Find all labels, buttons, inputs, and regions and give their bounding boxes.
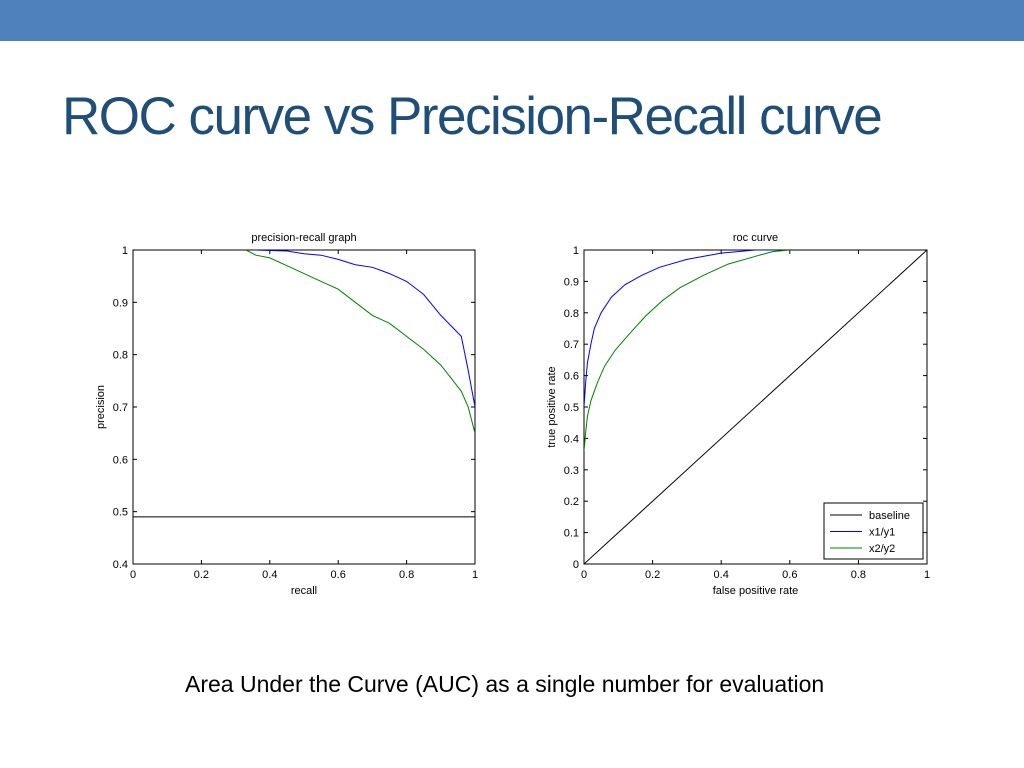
y-tick-label: 0.9: [564, 276, 579, 288]
y-tick-label: 0.8: [113, 350, 128, 362]
y-tick-label: 0.4: [564, 433, 579, 445]
y-tick-label: 0.1: [564, 528, 579, 540]
x-tick-label: 0.6: [331, 569, 346, 581]
x-tick-label: 1: [472, 569, 478, 581]
y-axis-label: true positive rate: [546, 366, 558, 447]
x-tick-label: 0: [581, 569, 587, 581]
x-axis-label: recall: [291, 585, 317, 597]
y-tick-label: 1: [573, 245, 579, 257]
x-tick-label: 0.2: [194, 569, 209, 581]
series-baseline: [584, 250, 927, 564]
x-tick-label: 0.6: [782, 569, 797, 581]
x-axis-label: false positive rate: [713, 585, 799, 597]
header-bar: [0, 0, 1024, 41]
x-tick-label: 0.4: [262, 569, 277, 581]
y-tick-label: 0.9: [113, 297, 128, 309]
x-tick-label: 0.2: [645, 569, 660, 581]
slide-title: ROC curve vs Precision-Recall curve: [62, 87, 883, 146]
y-tick-label: 0.7: [564, 339, 579, 351]
series-x1-y1: [584, 250, 773, 408]
y-tick-label: 0.7: [113, 402, 128, 414]
y-tick-label: 0.2: [564, 496, 579, 508]
legend-label: x1/y1: [869, 527, 895, 539]
y-tick-label: 0: [573, 559, 579, 571]
legend-label: baseline: [869, 510, 910, 522]
y-tick-label: 0.6: [564, 371, 579, 383]
x-tick-label: 0.4: [714, 569, 729, 581]
series-green: [245, 250, 475, 434]
chart-title: roc curve: [733, 232, 778, 244]
y-tick-label: 0.8: [564, 308, 579, 320]
series-x2-y2: [584, 250, 790, 452]
legend-label: x2/y2: [869, 543, 895, 555]
y-tick-label: 0.5: [113, 507, 128, 519]
chart-title: precision-recall graph: [251, 232, 356, 244]
x-tick-label: 0.8: [851, 569, 866, 581]
chart-legend: baseline x1/y1 x2/y2: [823, 502, 924, 560]
x-tick-label: 1: [924, 569, 930, 581]
series-blue: [252, 250, 475, 408]
y-tick-label: 0.5: [564, 402, 579, 414]
x-tick-label: 0: [130, 569, 136, 581]
x-tick-label: 0.8: [399, 569, 414, 581]
y-tick-label: 0.4: [113, 559, 128, 571]
y-axis-label: precision: [95, 385, 107, 429]
slide-caption: Area Under the Curve (AUC) as a single n…: [185, 671, 825, 697]
plot-frame: [132, 249, 476, 565]
y-tick-label: 0.6: [113, 454, 128, 466]
y-tick-label: 0.3: [564, 465, 579, 477]
y-tick-label: 1: [122, 245, 128, 257]
